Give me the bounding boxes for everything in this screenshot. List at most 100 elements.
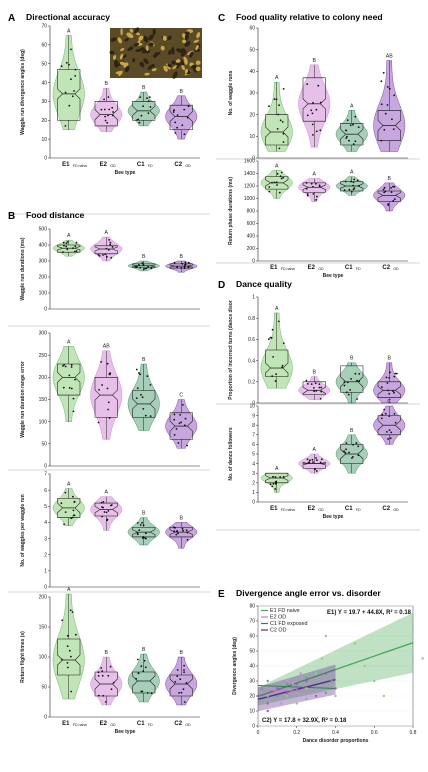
data-point-E2 xyxy=(97,421,100,424)
box-C1 xyxy=(132,101,156,121)
data-point-E1 xyxy=(64,491,67,494)
x-tick-label: 0.4 xyxy=(332,730,339,736)
data-point-E1 xyxy=(65,242,68,245)
y-tick-label: 3 xyxy=(44,536,47,542)
y-axis-label: Waggle run durations (ms) xyxy=(20,237,26,300)
data-point-C1 xyxy=(136,522,139,524)
y-tick-label: 1 xyxy=(252,295,255,301)
panel-D1: D Dance quality 0 0.2 0.4 0.6 0.8 1 Proportion o… xyxy=(218,279,408,407)
data-point-E2 xyxy=(100,501,103,504)
significance-letter-C2: C xyxy=(387,399,391,405)
scatter-point-C2 xyxy=(276,687,279,690)
y-tick-label: 0 xyxy=(44,156,47,162)
significance-letter-E1: A xyxy=(275,75,279,81)
data-point-C1 xyxy=(150,267,153,270)
x-tick-sub-C2: OD xyxy=(185,723,191,727)
data-point-E2 xyxy=(318,386,321,389)
box-E2 xyxy=(302,381,326,395)
data-point-C2 xyxy=(180,691,183,694)
data-point-E2 xyxy=(104,253,106,256)
box-E2 xyxy=(94,671,118,697)
y-tick-label: 20 xyxy=(41,118,47,124)
data-point-E2 xyxy=(313,387,315,389)
box-E1 xyxy=(57,69,81,121)
x-tick-label-C1: C1 xyxy=(345,506,353,512)
data-point-E1 xyxy=(272,475,274,478)
data-point-C1 xyxy=(140,665,143,668)
data-point-C1 xyxy=(142,408,145,410)
bee-shape xyxy=(127,46,134,52)
significance-letter-C1: B xyxy=(142,647,146,653)
data-point-E1 xyxy=(66,241,69,243)
data-point-C1 xyxy=(352,443,354,446)
data-point-C1 xyxy=(346,381,349,384)
y-tick-label: 0 xyxy=(252,156,255,162)
data-point-E1 xyxy=(280,177,283,180)
data-point-E1 xyxy=(273,181,276,184)
data-point-C1 xyxy=(142,524,145,527)
data-point-C2 xyxy=(381,413,384,416)
data-point-E2 xyxy=(102,506,104,509)
data-point-C1 xyxy=(343,384,346,387)
y-tick-label: 500 xyxy=(39,227,48,233)
data-point-E1 xyxy=(75,241,78,244)
data-point-E2 xyxy=(109,241,112,244)
x-tick-sub-E2: OD xyxy=(110,164,116,168)
data-point-E2 xyxy=(101,674,104,677)
scatter-point-E2 xyxy=(266,694,269,698)
data-point-C1 xyxy=(343,381,346,383)
data-point-E1 xyxy=(66,662,69,664)
data-point-C1 xyxy=(348,451,350,454)
data-point-E2 xyxy=(112,114,114,117)
x-tick-label-E1: E1 xyxy=(270,265,278,271)
data-point-C2 xyxy=(393,198,396,201)
scatter-point-E1 xyxy=(421,657,424,660)
data-point-C2 xyxy=(174,132,177,134)
box-E1 xyxy=(265,472,289,484)
data-point-C2 xyxy=(394,372,397,375)
data-point-E2 xyxy=(306,458,309,461)
significance-letter-E1: A xyxy=(67,482,71,488)
bee-shape xyxy=(167,63,172,68)
scatter-point-C1 xyxy=(305,676,308,680)
x-tick-sub-C1: FD xyxy=(148,723,153,727)
data-point-C1 xyxy=(353,178,356,181)
y-tick-label: 30 xyxy=(249,679,255,685)
data-point-C1 xyxy=(136,119,139,121)
y-axis-label: Proportion of incorrect turns (dance dis… xyxy=(228,300,234,400)
data-point-C1 xyxy=(136,532,139,535)
data-point-E2 xyxy=(311,123,314,126)
data-point-E1 xyxy=(70,690,73,693)
data-point-C2 xyxy=(388,429,391,431)
significance-letter-C2: B xyxy=(180,650,184,656)
x-tick-label: 0.8 xyxy=(410,730,417,736)
data-point-C2 xyxy=(386,86,389,88)
data-point-E1 xyxy=(272,483,275,485)
bee-shape xyxy=(142,48,147,54)
significance-letter-E2: A xyxy=(313,172,317,178)
data-point-E1 xyxy=(68,104,71,107)
y-tick-label: 0 xyxy=(252,401,255,407)
x-tick-sub-E2: OD xyxy=(110,723,116,727)
data-point-C1 xyxy=(135,266,137,268)
data-point-C2 xyxy=(185,529,188,532)
data-point-E1 xyxy=(274,476,277,478)
y-tick-label: 30 xyxy=(41,99,47,105)
data-point-E1 xyxy=(60,502,63,505)
data-point-C2 xyxy=(177,442,180,444)
data-point-C2 xyxy=(393,412,396,415)
data-point-C1 xyxy=(138,264,140,266)
significance-letter-C2: B xyxy=(388,176,392,182)
bee-shape xyxy=(172,71,178,79)
panel-letter-D1: D xyxy=(218,280,225,291)
data-point-C1 xyxy=(358,380,361,383)
scatter-point-C2 xyxy=(266,702,269,705)
bee-shape xyxy=(184,41,191,47)
data-point-E1 xyxy=(268,186,271,188)
box-E1 xyxy=(265,114,289,146)
data-point-E1 xyxy=(66,645,69,648)
data-point-C2 xyxy=(175,533,178,536)
x-tick-label-E2: E2 xyxy=(100,721,108,727)
data-point-E2 xyxy=(309,459,311,462)
bee-shape xyxy=(135,49,143,52)
